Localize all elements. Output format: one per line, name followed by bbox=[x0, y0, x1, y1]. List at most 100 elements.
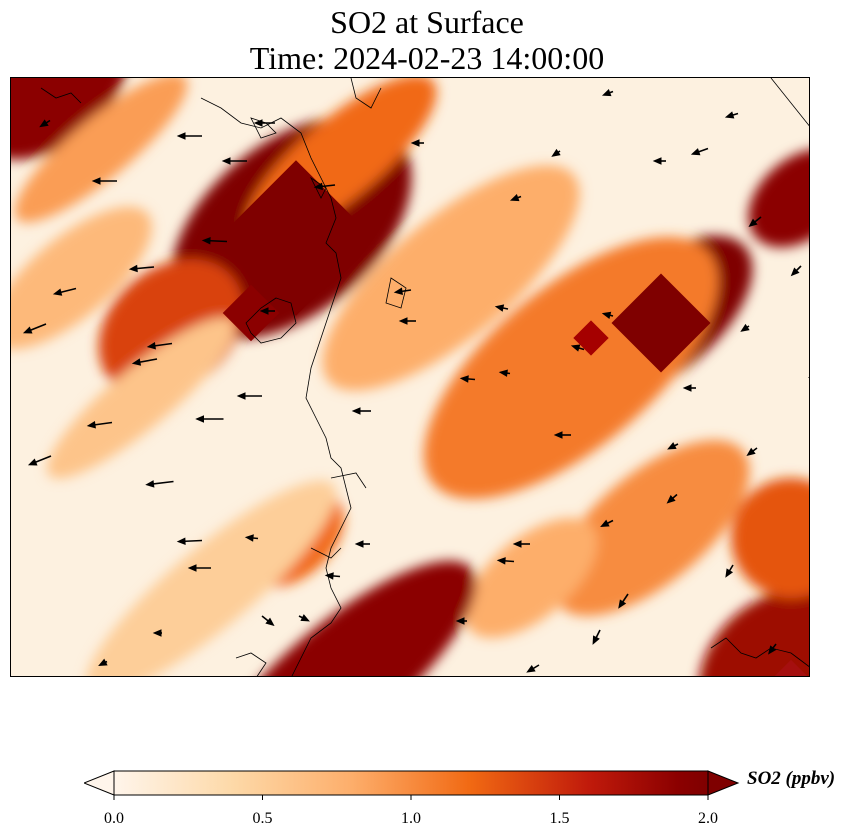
wind-arrowhead bbox=[682, 384, 692, 392]
so2-field-patch bbox=[85, 480, 337, 676]
wind-arrowhead bbox=[86, 421, 96, 429]
coastline-segment bbox=[310, 547, 342, 559]
wind-arrowhead bbox=[724, 111, 735, 119]
wind-arrowhead bbox=[551, 148, 561, 157]
so2-field-patch bbox=[464, 518, 598, 638]
so2-field-patch bbox=[11, 206, 152, 350]
wind-arrowhead bbox=[259, 307, 269, 315]
wind-arrowhead bbox=[22, 326, 33, 334]
wind-arrowhead bbox=[618, 599, 627, 609]
wind-arrowhead bbox=[512, 540, 522, 548]
wind-arrowhead bbox=[195, 415, 204, 423]
so2-field-patch bbox=[552, 440, 750, 616]
colorbar-extend-min bbox=[84, 770, 115, 796]
so2-field-patch bbox=[47, 317, 235, 479]
wind-arrowhead bbox=[498, 369, 508, 377]
coastline-segment bbox=[350, 78, 382, 109]
wind-arrowhead bbox=[398, 317, 408, 325]
coastline-segment bbox=[40, 87, 82, 104]
wind-arrowhead bbox=[244, 534, 254, 542]
wind-arrowhead bbox=[98, 658, 108, 666]
wind-arrowhead bbox=[740, 323, 750, 332]
wind-arrowhead bbox=[187, 564, 197, 572]
so2-concentration-map bbox=[11, 78, 809, 676]
so2-field-patch bbox=[698, 589, 809, 676]
wind-arrowhead bbox=[351, 407, 361, 415]
wind-arrowhead bbox=[526, 664, 536, 673]
colorbar bbox=[84, 770, 740, 800]
coastline-segment bbox=[245, 297, 297, 344]
colorbar-tick-label: 1.0 bbox=[401, 810, 421, 827]
wind-arrowhead bbox=[410, 139, 420, 147]
wind-arrowhead bbox=[725, 568, 734, 578]
wind-arrowhead bbox=[601, 311, 612, 319]
wind-arrowhead bbox=[748, 218, 758, 228]
coastline-segment bbox=[385, 277, 407, 309]
wind-arrowhead bbox=[496, 557, 506, 565]
colorbar-tick-label: 2.0 bbox=[698, 810, 718, 827]
wind-arrowhead bbox=[324, 572, 334, 580]
wind-arrowhead bbox=[176, 537, 186, 546]
colorbar-tick-label: 0.5 bbox=[252, 810, 273, 827]
wind-arrowhead bbox=[652, 157, 662, 165]
wind-arrowhead bbox=[354, 540, 364, 548]
wind-arrowhead bbox=[393, 287, 403, 295]
wind-arrowhead bbox=[808, 376, 809, 378]
wind-arrowhead bbox=[152, 629, 162, 637]
coastline-segment bbox=[330, 472, 367, 489]
title-variable: SO2 at Surface bbox=[330, 4, 524, 40]
so2-hotspot-cell bbox=[218, 160, 374, 316]
colorbar-gradient bbox=[113, 770, 709, 796]
map-title: SO2 at Surface Time: 2024-02-23 14:00:00 bbox=[0, 4, 854, 76]
wind-arrowhead bbox=[91, 177, 101, 185]
coastline-segment bbox=[770, 78, 809, 127]
wind-arrowhead bbox=[592, 635, 600, 645]
coastline-segment bbox=[200, 97, 352, 676]
colorbar-tick-label: 1.5 bbox=[549, 810, 570, 827]
so2-field bbox=[11, 78, 809, 676]
wind-arrowhead bbox=[131, 358, 142, 366]
coastline-segment bbox=[250, 117, 277, 139]
wind-arrowhead bbox=[253, 119, 263, 127]
so2-field-patch bbox=[206, 560, 476, 676]
wind-arrowhead bbox=[300, 614, 310, 622]
wind-arrowhead bbox=[455, 617, 465, 625]
wind-arrowhead bbox=[236, 392, 246, 400]
wind-arrowhead bbox=[201, 236, 211, 245]
title-time: Time: 2024-02-23 14:00:00 bbox=[249, 40, 605, 76]
so2-hotspot-cell bbox=[573, 320, 609, 356]
map-panel bbox=[10, 77, 810, 677]
wind-arrowhead bbox=[221, 157, 231, 165]
wind-arrowhead bbox=[39, 119, 49, 128]
wind-arrowhead bbox=[146, 342, 156, 350]
wind-arrowhead bbox=[176, 132, 186, 140]
coastline-segment bbox=[235, 652, 267, 676]
wind-arrowhead bbox=[27, 458, 38, 466]
wind-arrowhead bbox=[52, 288, 63, 296]
wind-arrowhead bbox=[145, 480, 155, 488]
wind-vectors bbox=[22, 89, 809, 673]
wind-arrowhead bbox=[570, 344, 581, 352]
wind-arrowhead bbox=[790, 267, 800, 277]
wind-arrowhead bbox=[128, 264, 138, 273]
so2-hotspot-cell bbox=[611, 273, 711, 373]
coastline-segment bbox=[710, 637, 809, 667]
wind-arrowhead bbox=[667, 442, 677, 450]
so2-field-patch bbox=[14, 78, 188, 223]
colorbar-extend-max bbox=[707, 770, 740, 796]
wind-arrowhead bbox=[666, 495, 676, 504]
so2-field-patch bbox=[322, 165, 580, 391]
wind-arrowhead bbox=[600, 519, 610, 527]
wind-arrowhead bbox=[553, 431, 563, 439]
colorbar-label: SO2 (ppbv) bbox=[747, 768, 836, 789]
so2-field-patch bbox=[731, 478, 809, 598]
wind-arrowhead bbox=[690, 148, 701, 156]
colorbar-tick-label: 0.0 bbox=[104, 810, 124, 827]
wind-arrowhead bbox=[601, 89, 612, 97]
wind-arrowhead bbox=[313, 182, 323, 191]
wind-arrowhead bbox=[746, 447, 756, 456]
so2-hotspot-cell bbox=[298, 645, 384, 676]
wind-arrowhead bbox=[768, 645, 777, 655]
wind-arrowhead bbox=[459, 375, 469, 383]
wind-arrowhead bbox=[509, 194, 520, 202]
